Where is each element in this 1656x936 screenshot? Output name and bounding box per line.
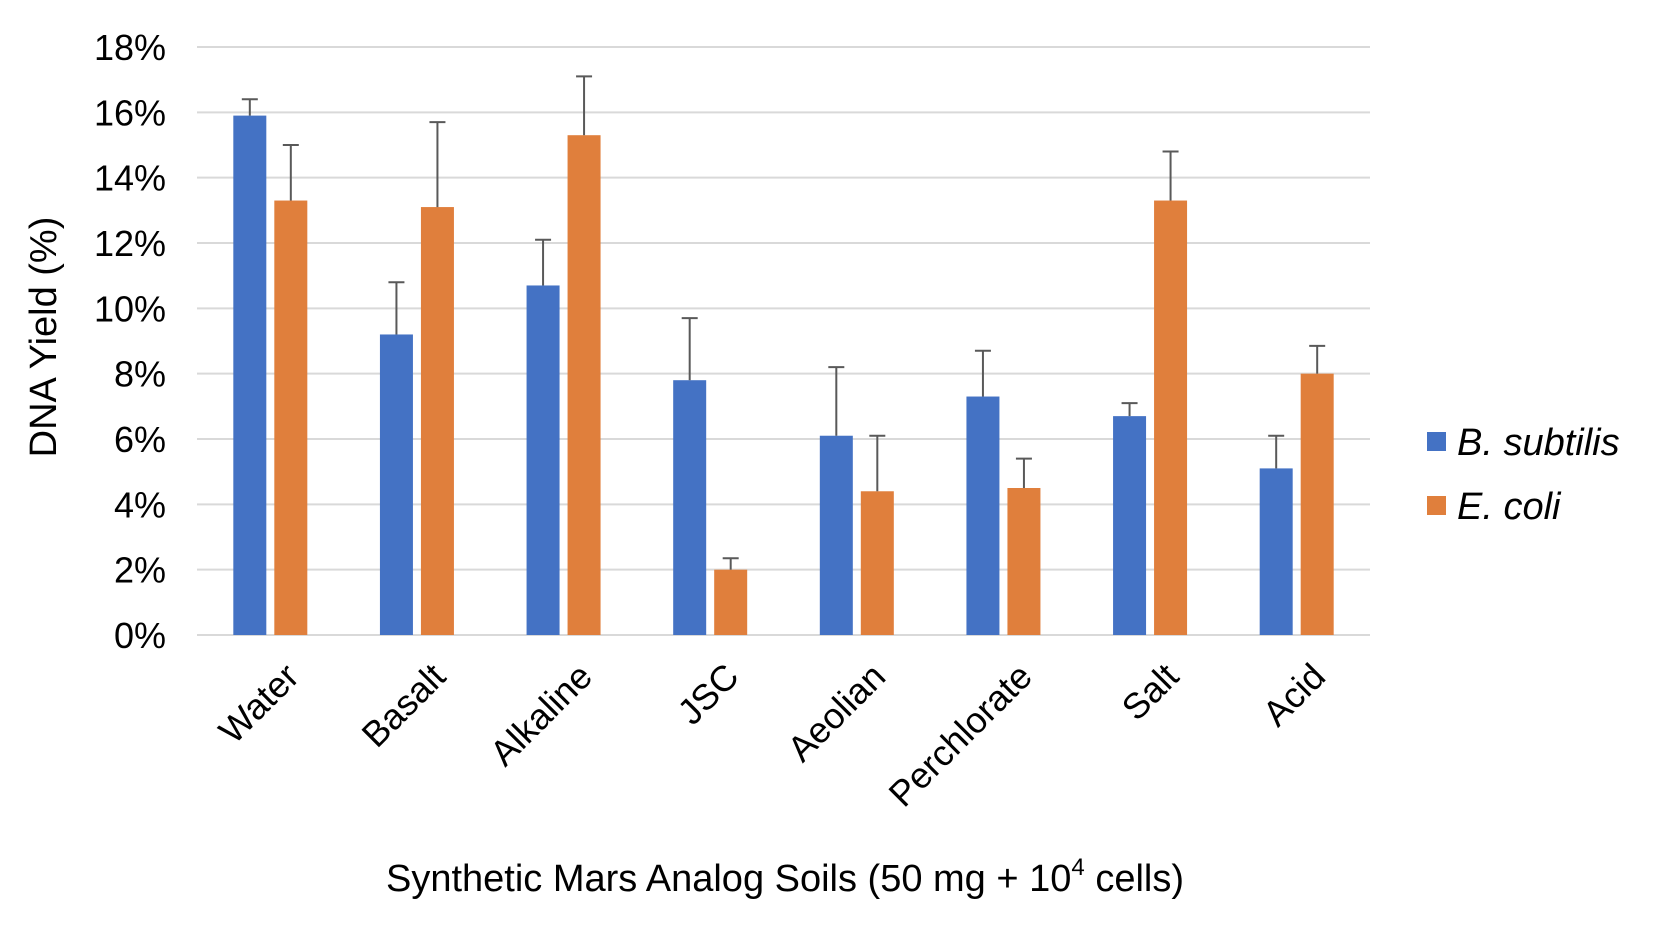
error-bar-alkaline-e-coli — [576, 75, 593, 136]
y-tick-label: 8% — [114, 354, 166, 395]
error-bar-basalt-b-subtilis — [388, 281, 405, 335]
y-tick-label: 14% — [94, 158, 166, 199]
y-axis-title: DNA Yield (%) — [23, 217, 65, 458]
legend-label-e-coli: E. coli — [1457, 486, 1562, 528]
error-bar-alkaline-b-subtilis — [535, 238, 552, 286]
x-tick-label-aeolian: Aeolian — [779, 655, 893, 769]
bar-acid-e-coli — [1300, 373, 1334, 635]
bar-aeolian-b-subtilis — [819, 435, 853, 635]
error-bar-jsc-b-subtilis — [681, 317, 698, 381]
bar-salt-e-coli — [1154, 200, 1188, 636]
x-tick-label-alkaline: Alkaline — [482, 655, 600, 773]
error-bar-perchlorate-e-coli — [1015, 457, 1032, 488]
x-axis-title-suffix: cells) — [1085, 858, 1184, 900]
bar-jsc-e-coli — [714, 569, 748, 635]
x-axis-ticks: Water Basalt Alkaline JSC AeolianPerchlorate… — [211, 655, 1333, 814]
error-bar-salt-b-subtilis — [1121, 402, 1138, 417]
bar-perchlorate-b-subtilis — [966, 396, 1000, 635]
error-bar-jsc-e-coli — [722, 557, 739, 570]
y-tick-label: 4% — [114, 484, 166, 525]
bar-salt-b-subtilis — [1113, 416, 1147, 635]
error-bar-aeolian-b-subtilis — [828, 366, 845, 436]
bar-jsc-b-subtilis — [673, 380, 707, 635]
y-tick-label: 2% — [114, 550, 166, 591]
gridlines — [197, 46, 1370, 636]
x-axis-title: Synthetic Mars Analog Soils (50 mg + 104… — [386, 854, 1184, 900]
bars — [233, 115, 1334, 636]
error-bar-water-b-subtilis — [241, 98, 258, 116]
bar-alkaline-e-coli — [567, 135, 601, 635]
y-tick-label: 18% — [94, 27, 166, 68]
bar-aeolian-e-coli — [860, 491, 894, 635]
bar-water-b-subtilis — [233, 115, 267, 636]
x-tick-label-jsc: JSC — [669, 655, 746, 732]
legend: B. subtilis E. coli — [1427, 422, 1620, 528]
bar-basalt-b-subtilis — [379, 334, 413, 635]
error-bar-basalt-e-coli — [429, 121, 446, 208]
y-tick-label: 6% — [114, 419, 166, 460]
legend-label-b-subtilis: B. subtilis — [1457, 422, 1620, 464]
legend-swatch-e-coli — [1427, 496, 1446, 515]
y-tick-label: 10% — [94, 288, 166, 329]
x-axis-title-superscript: 4 — [1071, 854, 1084, 881]
bar-basalt-e-coli — [420, 207, 454, 636]
y-tick-label: 12% — [94, 223, 166, 264]
bar-alkaline-b-subtilis — [526, 285, 560, 635]
bar-water-e-coli — [274, 200, 308, 636]
error-bar-perchlorate-b-subtilis — [974, 349, 991, 397]
y-tick-label: 16% — [94, 92, 166, 133]
x-axis-title-main: Synthetic Mars Analog Soils (50 mg + 10 — [386, 858, 1071, 900]
x-tick-label-basalt: Basalt — [354, 655, 454, 755]
legend-swatch-b-subtilis — [1427, 432, 1446, 451]
x-tick-label-acid: Acid — [1255, 655, 1334, 734]
error-bar-water-e-coli — [282, 144, 299, 201]
error-bar-aeolian-e-coli — [869, 434, 886, 492]
bar-perchlorate-e-coli — [1007, 488, 1041, 635]
error-bar-acid-b-subtilis — [1268, 434, 1285, 469]
x-tick-label-water: Water — [211, 655, 307, 751]
bar-acid-b-subtilis — [1259, 468, 1293, 635]
error-bar-acid-e-coli — [1309, 344, 1326, 374]
x-tick-label-perchlorate: Perchlorate — [881, 655, 1040, 814]
error-bars — [241, 75, 1326, 570]
x-tick-label-salt: Salt — [1114, 655, 1187, 728]
y-tick-label: 0% — [114, 615, 166, 656]
error-bar-salt-e-coli — [1162, 150, 1179, 201]
y-axis-ticks: 0% 2% 4% 6% 8% 10% 12% 14% 16% 18% — [94, 27, 166, 656]
